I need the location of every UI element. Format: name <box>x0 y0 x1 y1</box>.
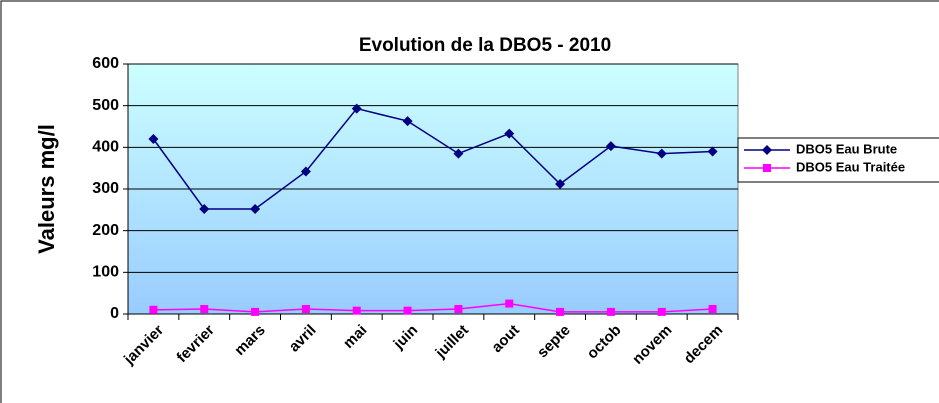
point <box>402 116 413 127</box>
point <box>505 299 514 308</box>
point <box>453 148 464 159</box>
point <box>504 128 515 139</box>
point <box>657 307 666 316</box>
point <box>301 305 310 313</box>
point <box>762 145 772 155</box>
point <box>351 103 362 114</box>
point <box>148 134 159 144</box>
point <box>149 305 158 314</box>
point <box>251 307 260 316</box>
point <box>454 305 463 313</box>
point <box>250 204 261 214</box>
y-tick-label: 600 <box>92 55 119 72</box>
chart-title: Evolution de la DBO5 - 2010 <box>359 35 611 56</box>
y-tick-label: 100 <box>92 264 119 281</box>
point <box>352 306 361 315</box>
y-tick-label: 300 <box>92 180 119 197</box>
point <box>606 307 615 316</box>
point <box>555 179 566 189</box>
y-tick-label: 400 <box>92 139 119 156</box>
y-tick-label: 200 <box>92 222 119 239</box>
point <box>763 164 771 172</box>
point <box>605 141 616 152</box>
series-line <box>152 107 713 210</box>
series-line <box>153 302 713 313</box>
y-tick-label: 0 <box>110 305 119 322</box>
y-axis-label: Valeurs mg/l <box>34 124 59 254</box>
point <box>300 166 311 177</box>
legend-box <box>737 137 939 183</box>
point <box>707 146 718 157</box>
legend-label: DBO5 Eau Traitée <box>796 159 905 174</box>
legend-label: DBO5 Eau Brute <box>796 141 897 156</box>
point <box>708 305 717 313</box>
point <box>200 305 209 313</box>
point <box>656 148 667 159</box>
legend: DBO5 Eau Brute DBO5 Eau Traitée <box>737 137 939 183</box>
point <box>199 204 210 214</box>
point <box>556 307 565 316</box>
point <box>403 306 412 315</box>
y-tick-label: 500 <box>92 97 119 114</box>
